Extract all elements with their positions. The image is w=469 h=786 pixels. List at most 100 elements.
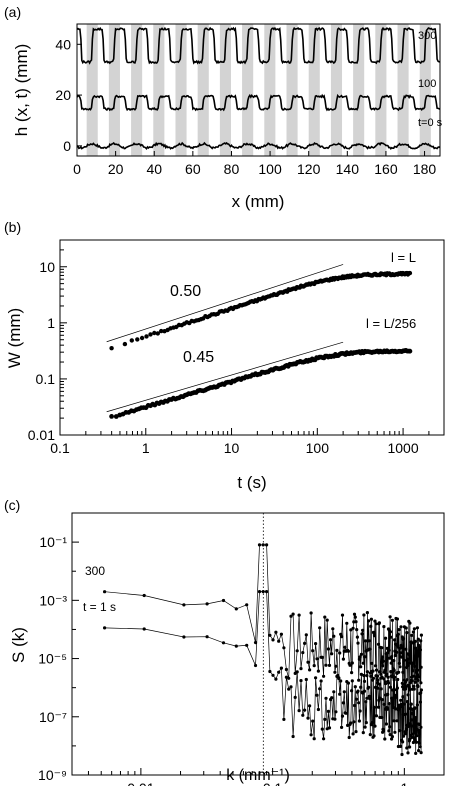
- data-point: [364, 721, 368, 725]
- data-point: [325, 618, 329, 622]
- data-point: [253, 663, 258, 668]
- data-point: [415, 670, 419, 674]
- data-point: [382, 625, 386, 629]
- data-point: [282, 717, 286, 722]
- slope-line: [106, 264, 344, 343]
- data-point: [379, 687, 383, 691]
- data-point: [383, 737, 387, 741]
- stripe: [131, 24, 143, 156]
- data-point: [393, 638, 397, 642]
- data-point: [390, 655, 394, 659]
- data-point: [369, 674, 373, 678]
- data-point: [304, 633, 308, 637]
- data-point: [381, 729, 386, 733]
- data-point: [346, 723, 350, 728]
- y-tick-label: 20: [55, 87, 71, 103]
- data-point: [401, 636, 406, 641]
- data-point: [159, 328, 164, 334]
- data-point: [418, 745, 422, 749]
- data-point: [402, 702, 406, 706]
- data-point: [408, 649, 412, 653]
- data-point: [398, 744, 402, 749]
- data-point: [411, 630, 415, 634]
- data-point: [352, 703, 357, 708]
- data-point: [341, 657, 345, 661]
- data-point: [381, 664, 385, 668]
- data-point: [322, 737, 326, 741]
- data-point: [414, 646, 418, 650]
- data-point: [338, 692, 342, 696]
- data-point: [406, 712, 410, 716]
- stripe: [286, 24, 298, 156]
- data-point: [297, 613, 301, 617]
- data-point: [316, 669, 320, 673]
- data-point: [388, 685, 393, 689]
- data-point: [376, 686, 380, 690]
- data-point: [279, 666, 283, 670]
- data-point: [308, 704, 312, 708]
- data-point: [282, 646, 286, 650]
- data-point: [358, 709, 362, 713]
- stripe: [353, 24, 365, 156]
- data-point: [339, 679, 343, 683]
- x-tick-label: 60: [185, 161, 201, 177]
- data-point: [392, 659, 396, 663]
- data-point: [373, 724, 377, 728]
- data-point: [409, 702, 413, 706]
- stripe: [308, 24, 320, 156]
- data-point: [388, 630, 393, 634]
- data-point: [404, 626, 408, 630]
- panel-b-ylabel: W (mm): [5, 308, 24, 368]
- x-tick-label: 140: [336, 161, 360, 177]
- data-point: [374, 714, 379, 718]
- data-point: [399, 702, 403, 706]
- data-point: [401, 740, 405, 744]
- data-point: [367, 685, 371, 689]
- panel-c-ylabel: S (k): [9, 627, 28, 663]
- stripe: [86, 24, 98, 156]
- data-point: [417, 645, 422, 649]
- data-point: [387, 702, 391, 706]
- data-point: [261, 543, 265, 547]
- data-point: [380, 698, 384, 702]
- data-point: [355, 635, 359, 639]
- data-point: [358, 655, 362, 659]
- data-point: [384, 636, 388, 640]
- data-point: [413, 706, 417, 710]
- data-point: [320, 727, 324, 731]
- data-point: [419, 691, 423, 695]
- data-point: [415, 703, 419, 707]
- data-point: [386, 675, 390, 679]
- data-point: [412, 684, 416, 688]
- data-point: [221, 598, 226, 603]
- panel-b-frame: [59, 239, 445, 436]
- data-point: [398, 729, 402, 733]
- data-point: [414, 751, 418, 756]
- data-point: [344, 711, 348, 715]
- data-point: [362, 613, 366, 617]
- data-point: [374, 668, 379, 672]
- x-tick-label: 100: [258, 161, 282, 177]
- data-point: [385, 672, 389, 676]
- data-point: [315, 693, 319, 697]
- data-point: [411, 669, 415, 673]
- x-tick-label: 20: [108, 161, 124, 177]
- data-point: [139, 335, 145, 341]
- data-point: [416, 637, 420, 641]
- data-point: [390, 696, 394, 700]
- data-point: [388, 615, 392, 619]
- data-point: [330, 652, 334, 656]
- data-point: [352, 612, 357, 616]
- panel-a-ticks: 0 20 40 60 80 100 120 140 160 180 0 20 40: [55, 36, 436, 177]
- data-point: [340, 725, 344, 730]
- data-point: [395, 650, 399, 655]
- data-point: [368, 647, 372, 651]
- data-point: [350, 671, 354, 675]
- data-point: [400, 752, 404, 757]
- data-point: [387, 648, 391, 652]
- data-point: [386, 651, 390, 655]
- data-point: [279, 632, 283, 636]
- data-point: [415, 626, 419, 630]
- data-point: [350, 679, 354, 683]
